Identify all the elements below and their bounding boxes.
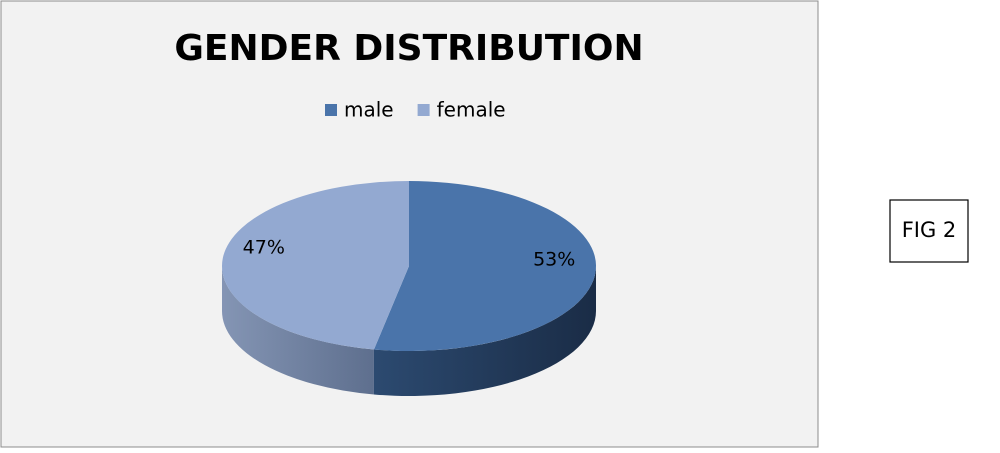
pie: 53% 47%: [221, 181, 596, 396]
figure-label-box: [889, 199, 969, 263]
legend-label: male: [344, 98, 394, 122]
chart-title: GENDER DISTRIBUTION: [174, 28, 643, 69]
pie-slice-side: [373, 266, 596, 396]
legend-label: female: [437, 98, 506, 122]
legend-swatch: [325, 104, 337, 116]
pie-slice-side: [222, 266, 374, 395]
pie-slice: [373, 181, 596, 351]
legend-swatch: [417, 104, 430, 116]
data-label: 47%: [243, 236, 285, 258]
data-label: 53%: [533, 249, 575, 271]
figure-label: FIG 2: [902, 218, 957, 242]
legend: male female: [325, 98, 506, 122]
pie-slice: [221, 181, 409, 350]
